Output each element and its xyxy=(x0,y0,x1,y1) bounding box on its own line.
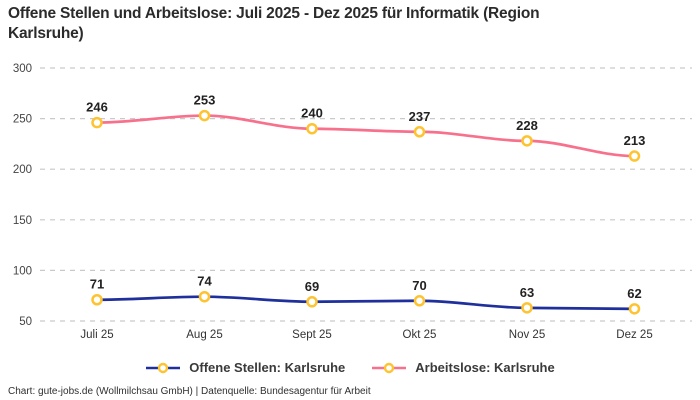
data-point-label: 63 xyxy=(520,285,534,300)
footer-credit: Chart: gute-jobs.de (Wollmilchsau GmbH) … xyxy=(8,386,371,397)
x-axis-tick-label: Dez 25 xyxy=(616,329,652,341)
x-axis-tick-label: Sept 25 xyxy=(292,329,332,341)
legend-swatch-line-icon xyxy=(146,362,181,373)
legend-item-arbeitslose[interactable]: Arbeitslose: Karlsruhe xyxy=(371,360,555,375)
data-point-label: 228 xyxy=(516,118,538,133)
y-axis-tick-label: 150 xyxy=(13,215,32,227)
chart-legend: Offene Stellen: Karlsruhe Arbeitslose: K… xyxy=(0,360,700,375)
data-point-marker[interactable] xyxy=(521,135,533,147)
data-point-label: 213 xyxy=(624,133,646,148)
data-point-label: 74 xyxy=(197,274,212,289)
data-point-marker[interactable] xyxy=(413,295,426,307)
data-point-marker[interactable] xyxy=(306,296,318,308)
y-axis-tick-label: 50 xyxy=(19,316,32,328)
x-axis-tick-label: Okt 25 xyxy=(403,329,437,341)
data-point-marker[interactable] xyxy=(198,109,211,122)
line-chart-svg: 50 100 150 200 250 300 Juli 25 Aug 25 Sept 25 Okt… xyxy=(13,63,692,341)
data-point-label: 237 xyxy=(409,109,431,124)
legend-swatch-line-icon xyxy=(372,362,407,373)
data-point-marker[interactable] xyxy=(628,303,641,315)
x-axis-tick-label: Aug 25 xyxy=(186,329,222,341)
chart-plot-area: 50 100 150 200 250 300 Juli 25 Aug 25 Sept 25 Okt… xyxy=(0,55,700,345)
data-point-label: 69 xyxy=(305,279,319,294)
y-axis-tick-label: 100 xyxy=(13,265,32,277)
data-point-marker[interactable] xyxy=(413,126,426,138)
data-point-label: 70 xyxy=(412,278,426,293)
y-axis-tick-label: 200 xyxy=(13,164,32,176)
data-point-label: 71 xyxy=(90,277,104,292)
data-point-label: 62 xyxy=(627,286,641,301)
series-line-0 xyxy=(95,295,636,311)
series-line-1 xyxy=(95,114,636,158)
data-point-label: 246 xyxy=(86,100,108,115)
data-point-marker[interactable] xyxy=(91,116,103,129)
data-point-marker[interactable] xyxy=(306,122,318,135)
x-axis-tick-label: Juli 25 xyxy=(80,329,113,341)
legend-label-arbeitslose: Arbeitslose: Karlsruhe xyxy=(415,360,555,375)
data-point-marker[interactable] xyxy=(198,290,211,303)
data-point-label: 240 xyxy=(301,106,323,121)
data-point-marker[interactable] xyxy=(628,150,641,162)
data-point-label: 253 xyxy=(194,93,216,108)
chart-title: Offene Stellen und Arbeitslose: Juli 202… xyxy=(8,5,540,43)
legend-item-offene-stellen[interactable]: Offene Stellen: Karlsruhe xyxy=(145,360,345,375)
legend-label-offene-stellen: Offene Stellen: Karlsruhe xyxy=(189,360,346,375)
x-axis-tick-label: Nov 25 xyxy=(509,329,545,341)
y-axis-tick-label: 300 xyxy=(13,63,32,75)
data-point-marker[interactable] xyxy=(91,293,103,306)
data-point-marker[interactable] xyxy=(521,302,533,314)
y-axis-tick-label: 250 xyxy=(13,114,32,126)
